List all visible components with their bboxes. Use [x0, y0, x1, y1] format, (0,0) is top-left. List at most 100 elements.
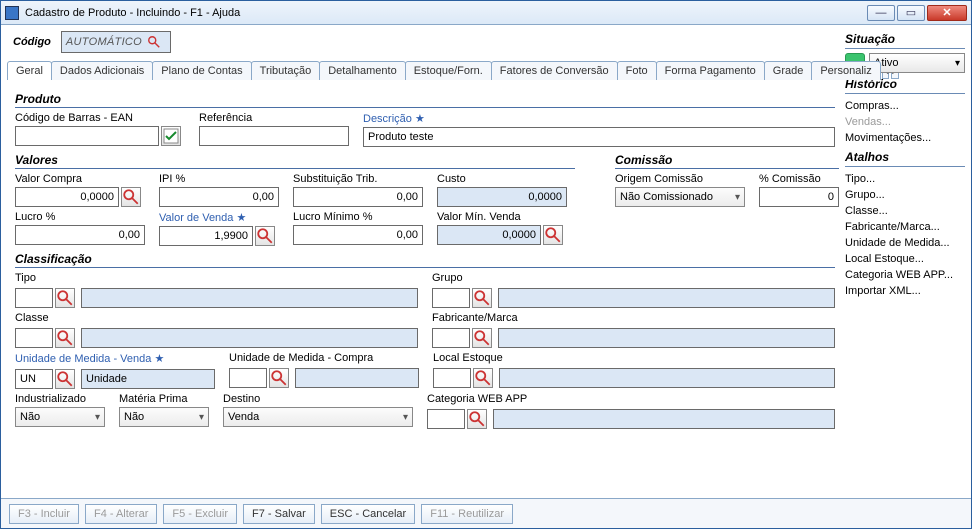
- valor-venda-input[interactable]: 1,9900: [159, 226, 253, 246]
- salvar-button[interactable]: F7 - Salvar: [243, 504, 315, 524]
- um-compra-code-input[interactable]: [229, 368, 267, 388]
- star-icon: ★: [236, 212, 246, 224]
- atalho-link[interactable]: Unidade de Medida...: [845, 235, 965, 251]
- valor-compra-label: Valor Compra: [15, 173, 145, 185]
- ean-input[interactable]: [15, 126, 159, 146]
- section-produto: Produto: [15, 92, 835, 108]
- alterar-button[interactable]: F4 - Alterar: [85, 504, 157, 524]
- minimize-button[interactable]: —: [867, 5, 895, 21]
- ref-input[interactable]: [199, 126, 349, 146]
- status-combo[interactable]: Ativo ▾: [869, 53, 965, 73]
- atalho-link[interactable]: Categoria WEB APP...: [845, 267, 965, 283]
- incluir-button[interactable]: F3 - Incluir: [9, 504, 79, 524]
- um-compra-lookup[interactable]: [269, 368, 289, 388]
- tab-tributa-o[interactable]: Tributação: [251, 61, 321, 80]
- star-icon: ★: [154, 353, 164, 365]
- industrializado-combo[interactable]: Não▾: [15, 407, 105, 427]
- titlebar: Cadastro de Produto - Incluindo - F1 - A…: [1, 1, 971, 25]
- catweb-display: [493, 409, 835, 429]
- lucro-label: Lucro %: [15, 211, 145, 223]
- local-lookup[interactable]: [473, 368, 493, 388]
- valor-min-lookup[interactable]: [543, 225, 563, 245]
- historico-link: Vendas...: [845, 114, 965, 130]
- tab-geral[interactable]: Geral: [7, 61, 52, 80]
- close-button[interactable]: ✕: [927, 5, 967, 21]
- valor-min-input[interactable]: 0,0000: [437, 225, 541, 245]
- origem-comissao-label: Origem Comissão: [615, 173, 745, 185]
- atalho-link[interactable]: Tipo...: [845, 171, 965, 187]
- ref-label: Referência: [199, 112, 349, 124]
- grupo-lookup[interactable]: [472, 288, 492, 308]
- desc-label: Descrição ★: [363, 112, 835, 125]
- tab-dados-adicionais[interactable]: Dados Adicionais: [51, 61, 153, 80]
- ipi-input[interactable]: 0,00: [159, 187, 279, 207]
- um-venda-code-input[interactable]: UN: [15, 369, 53, 389]
- classe-code-input[interactable]: [15, 328, 53, 348]
- atalho-link[interactable]: Local Estoque...: [845, 251, 965, 267]
- tab-foto[interactable]: Foto: [617, 61, 657, 80]
- ean-validate-button[interactable]: [161, 126, 181, 146]
- tab-personaliz[interactable]: Personaliz: [811, 61, 880, 80]
- valor-venda-lookup[interactable]: [255, 226, 275, 246]
- codigo-value: AUTOMÁTICO: [66, 36, 142, 48]
- subst-label: Substituição Trib.: [293, 173, 423, 185]
- atalhos-heading: Atalhos: [845, 150, 965, 167]
- valor-compra-lookup[interactable]: [121, 187, 141, 207]
- tipo-code-input[interactable]: [15, 288, 53, 308]
- historico-link[interactable]: Movimentações...: [845, 130, 965, 146]
- tab-grade[interactable]: Grade: [764, 61, 813, 80]
- catweb-lookup[interactable]: [467, 409, 487, 429]
- tab-plano-de-contas[interactable]: Plano de Contas: [152, 61, 251, 80]
- um-venda-display: Unidade: [81, 369, 215, 389]
- tipo-label: Tipo: [15, 272, 418, 284]
- origem-comissao-combo[interactable]: Não Comissionado▾: [615, 187, 745, 207]
- lucro-input[interactable]: 0,00: [15, 225, 145, 245]
- atalho-link[interactable]: Importar XML...: [845, 283, 965, 299]
- chevron-down-icon: ▾: [403, 412, 408, 423]
- tab-detalhamento[interactable]: Detalhamento: [319, 61, 406, 80]
- fabricante-label: Fabricante/Marca: [432, 312, 835, 324]
- valor-compra-input[interactable]: 0,0000: [15, 187, 119, 207]
- subst-input[interactable]: 0,00: [293, 187, 423, 207]
- destino-combo[interactable]: Venda▾: [223, 407, 413, 427]
- pct-comissao-input[interactable]: 0: [759, 187, 839, 207]
- catweb-label: Categoria WEB APP: [427, 393, 835, 405]
- excluir-button[interactable]: F5 - Excluir: [163, 504, 237, 524]
- window-title: Cadastro de Produto - Incluindo - F1 - A…: [25, 7, 867, 19]
- desc-input[interactable]: Produto teste: [363, 127, 835, 147]
- local-code-input[interactable]: [433, 368, 471, 388]
- catweb-code-input[interactable]: [427, 409, 465, 429]
- cancelar-button[interactable]: ESC - Cancelar: [321, 504, 415, 524]
- historico-link[interactable]: Compras...: [845, 98, 965, 114]
- lucro-min-input[interactable]: 0,00: [293, 225, 423, 245]
- grupo-code-input[interactable]: [432, 288, 470, 308]
- atalho-link[interactable]: Fabricante/Marca...: [845, 219, 965, 235]
- um-venda-lookup[interactable]: [55, 369, 75, 389]
- fabricante-code-input[interactable]: [432, 328, 470, 348]
- atalho-link[interactable]: Classe...: [845, 203, 965, 219]
- chevron-down-icon: ▾: [95, 412, 100, 423]
- materia-prima-combo[interactable]: Não▾: [119, 407, 209, 427]
- chevron-down-icon: ▾: [955, 58, 960, 69]
- maximize-button[interactable]: ▭: [897, 5, 925, 21]
- tab-forma-pagamento[interactable]: Forma Pagamento: [656, 61, 765, 80]
- tab-fatores-de-convers-o[interactable]: Fatores de Conversão: [491, 61, 618, 80]
- um-compra-display: [295, 368, 419, 388]
- atalho-link[interactable]: Grupo...: [845, 187, 965, 203]
- ipi-label: IPI %: [159, 173, 279, 185]
- section-classificacao: Classificação: [15, 252, 835, 268]
- fabricante-lookup[interactable]: [472, 328, 492, 348]
- reutilizar-button[interactable]: F11 - Reutilizar: [421, 504, 513, 524]
- tab-estoque-forn-[interactable]: Estoque/Forn.: [405, 61, 492, 80]
- materia-prima-label: Matéria Prima: [119, 393, 209, 405]
- star-icon: ★: [415, 113, 425, 125]
- search-icon[interactable]: [142, 34, 166, 50]
- custo-input[interactable]: 0,0000: [437, 187, 567, 207]
- classe-lookup[interactable]: [55, 328, 75, 348]
- destino-label: Destino: [223, 393, 413, 405]
- custo-label: Custo: [437, 173, 567, 185]
- tipo-lookup[interactable]: [55, 288, 75, 308]
- app-icon: [5, 6, 19, 20]
- industrializado-label: Industrializado: [15, 393, 105, 405]
- codigo-input[interactable]: AUTOMÁTICO: [61, 31, 171, 53]
